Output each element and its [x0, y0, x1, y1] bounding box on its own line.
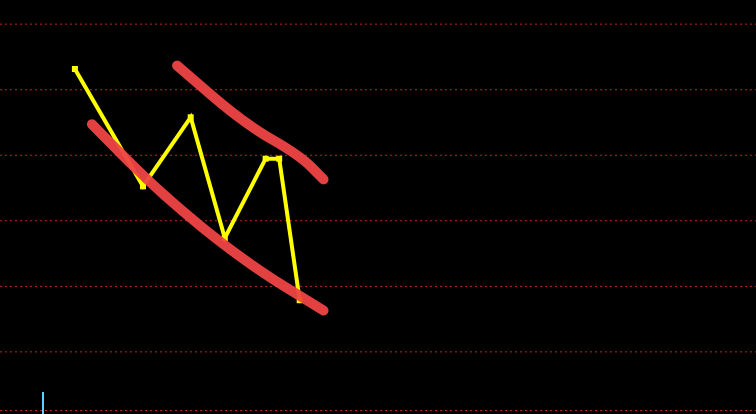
- price-point-5: [276, 155, 283, 162]
- price-point-0: [71, 66, 78, 72]
- price-point-2: [187, 114, 194, 121]
- price-layer: [71, 66, 303, 304]
- lower-channel-line: [86, 119, 329, 316]
- price-series-line: [72, 66, 302, 303]
- channel-layer: [86, 60, 329, 316]
- upper-channel-line: [172, 60, 329, 185]
- grid-layer: [0, 23, 756, 412]
- price-point-1: [140, 183, 146, 190]
- price-point-3: [221, 235, 228, 242]
- price-point-4: [262, 155, 269, 162]
